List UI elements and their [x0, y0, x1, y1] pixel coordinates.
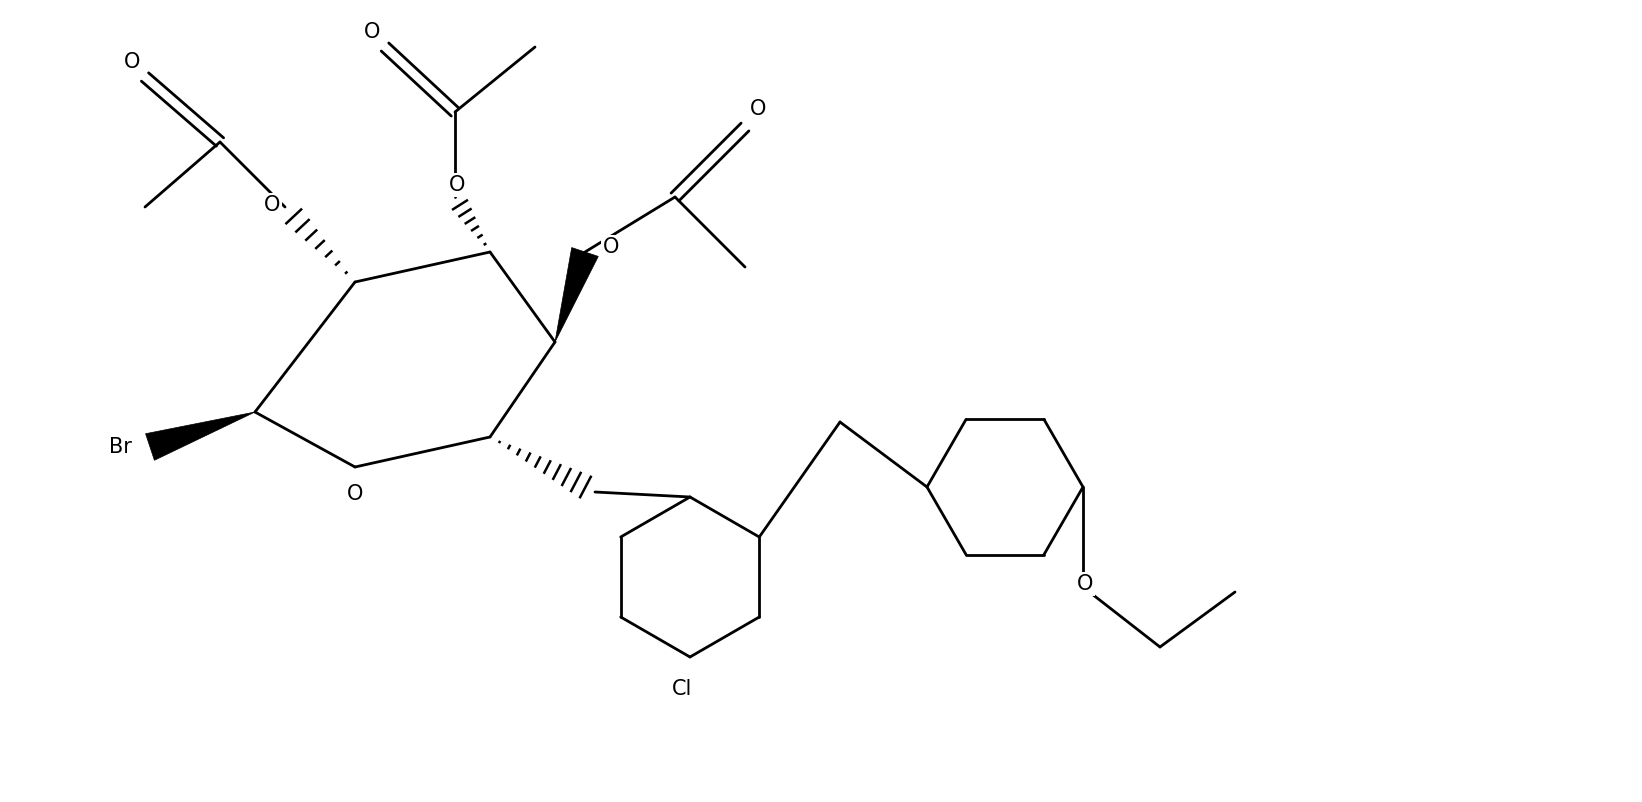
Text: Cl: Cl [672, 679, 693, 699]
Text: O: O [750, 99, 767, 119]
Text: O: O [1077, 574, 1094, 594]
Text: O: O [123, 52, 140, 72]
Text: O: O [264, 195, 281, 215]
Polygon shape [555, 248, 598, 342]
Polygon shape [146, 412, 255, 460]
Text: Br: Br [108, 437, 131, 457]
Text: O: O [363, 22, 379, 42]
Text: O: O [603, 237, 619, 257]
Text: O: O [346, 484, 363, 504]
Text: O: O [448, 175, 465, 195]
